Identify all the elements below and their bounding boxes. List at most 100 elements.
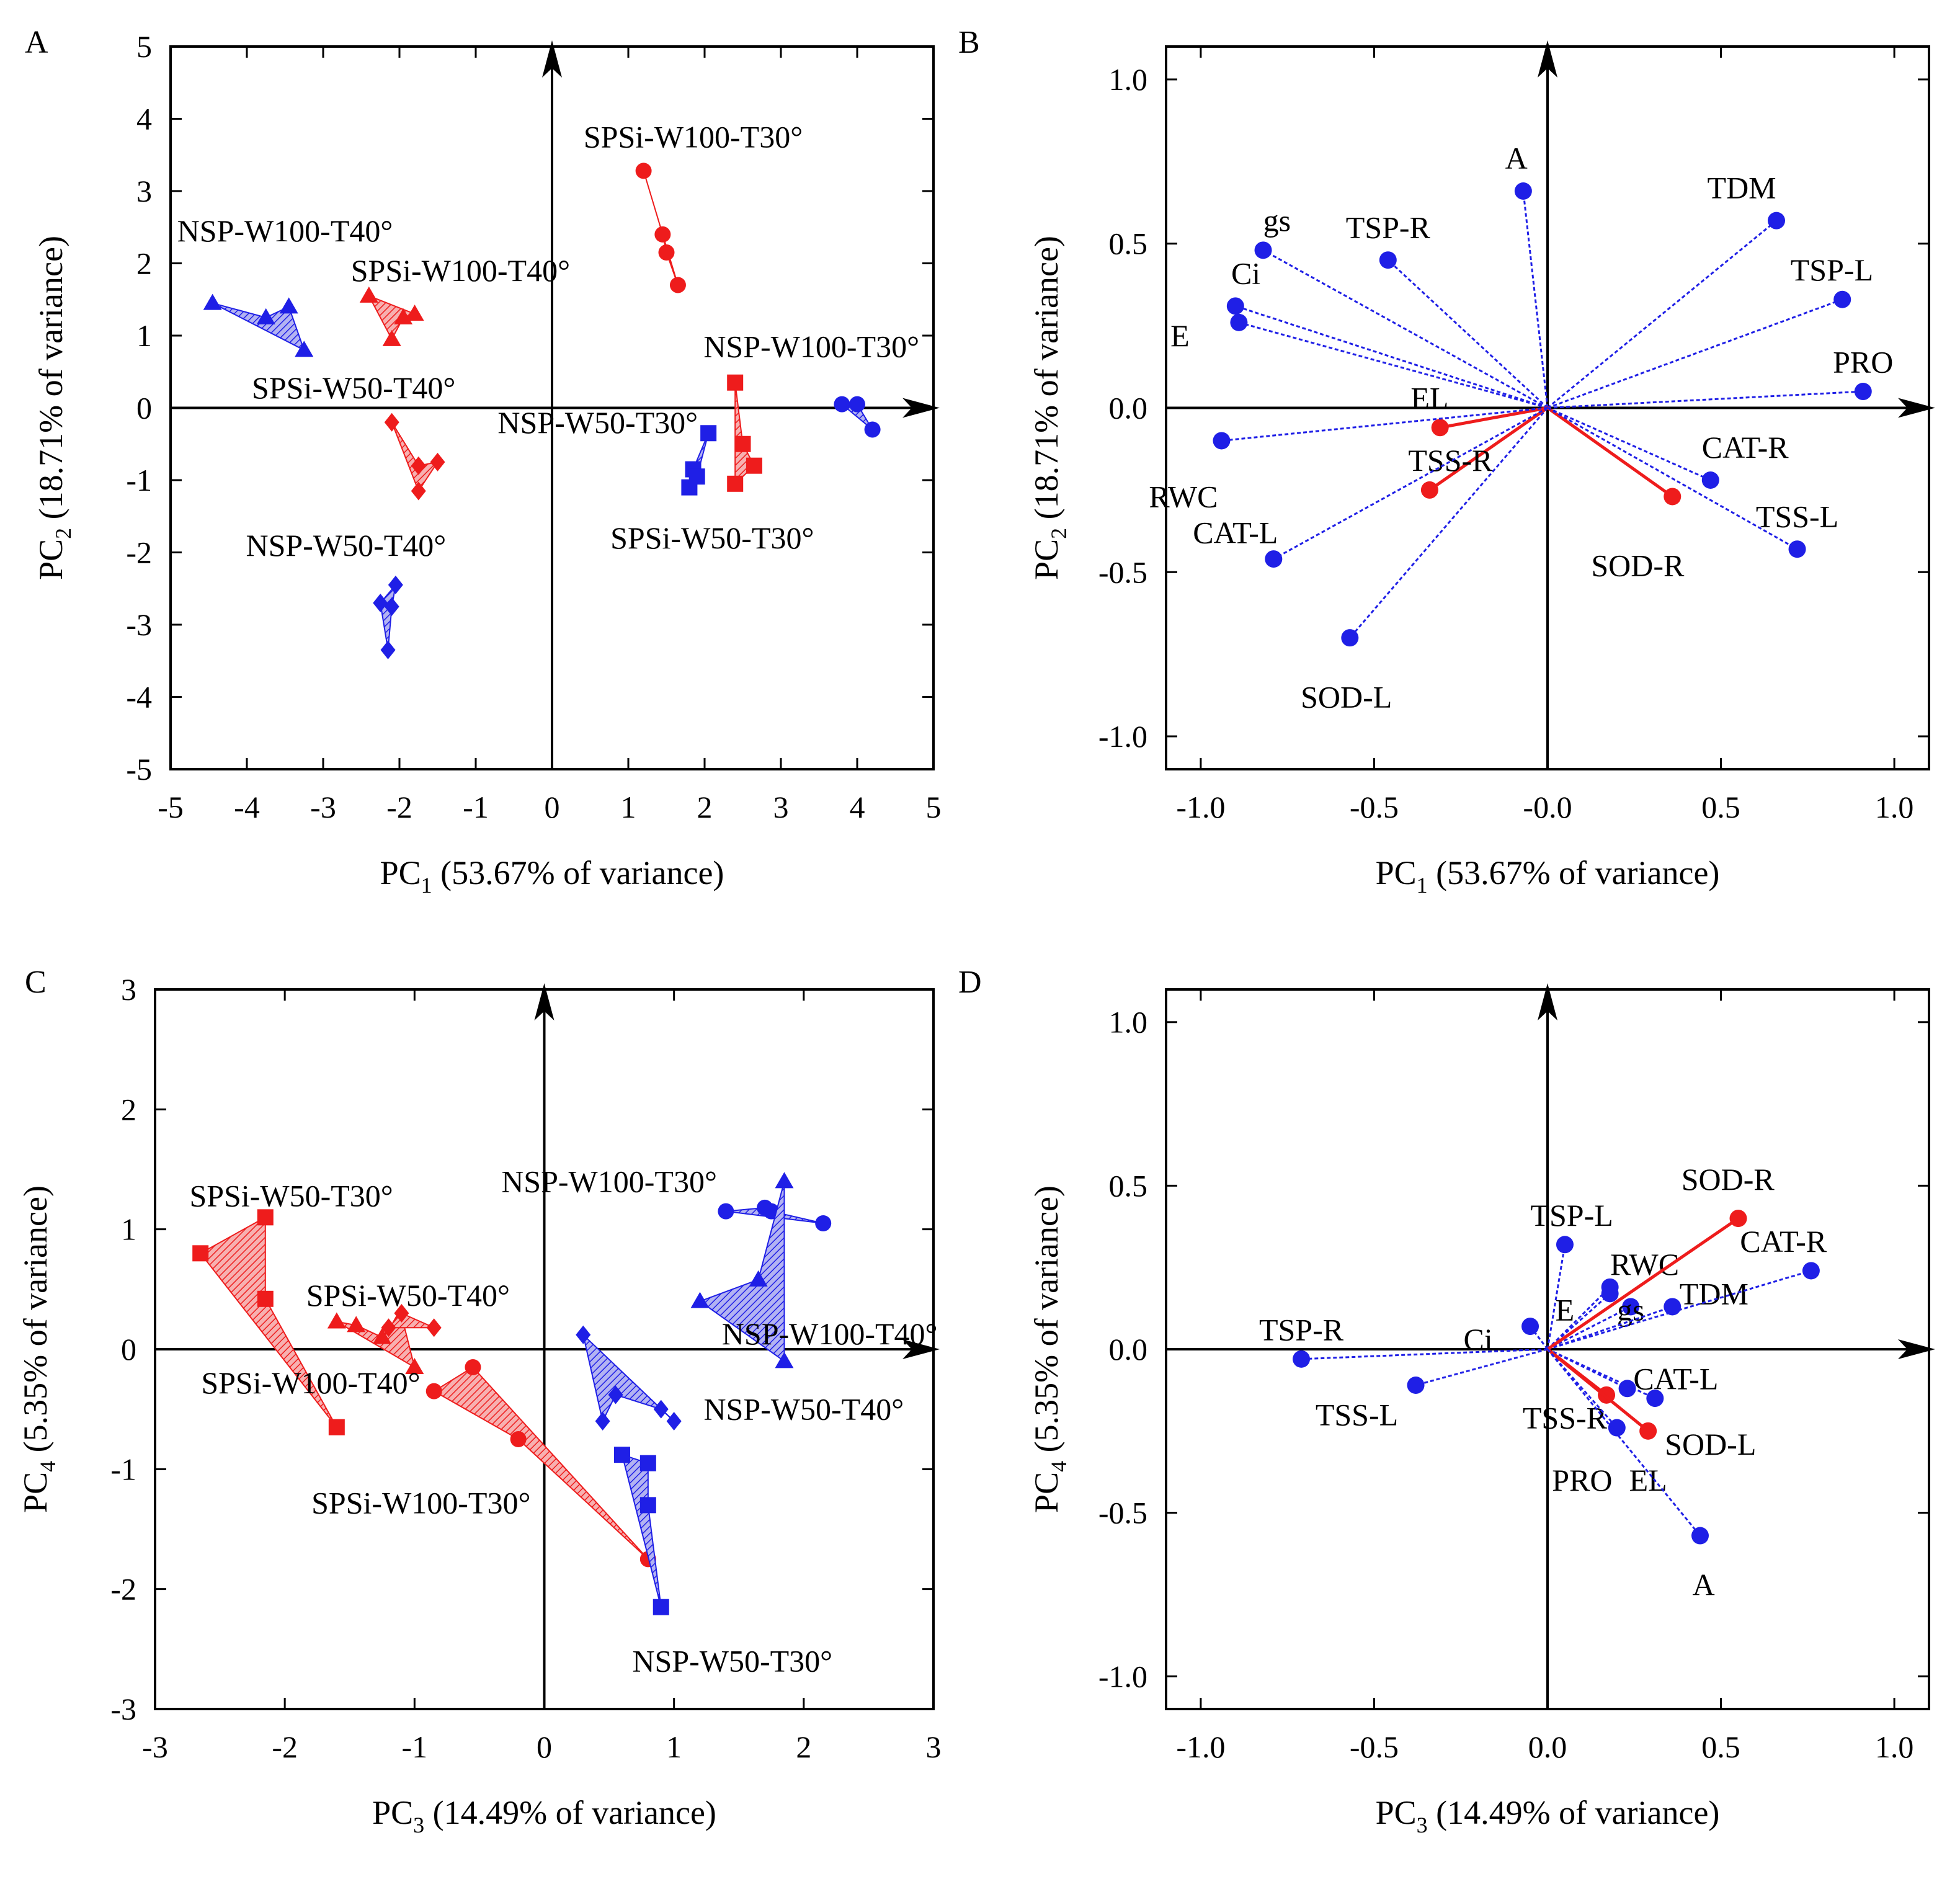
y-tick-label: 3 <box>121 972 136 1007</box>
data-point-circle <box>834 396 850 413</box>
x-tick-label: -2 <box>386 790 412 824</box>
group-hull <box>391 421 439 492</box>
vector-label: SOD-L <box>1665 1427 1756 1462</box>
vector-line <box>1428 406 1549 491</box>
x-axis-label: PC1 (53.67% of variance) <box>380 854 724 898</box>
x-tick-label: -0.5 <box>1350 790 1399 824</box>
x-tick-label: 3 <box>773 790 789 824</box>
x-tick-label: 3 <box>926 1729 942 1764</box>
vector-point <box>1833 290 1851 308</box>
data-point-circle <box>864 421 881 438</box>
y-tick-label: 0.5 <box>1109 226 1148 261</box>
group-label: SPSi-W100-T40° <box>351 253 570 288</box>
vector-line <box>1547 407 1711 481</box>
vector-label: gs <box>1263 203 1291 238</box>
vector-label: RWC <box>1149 479 1218 514</box>
vector-line <box>1273 407 1548 560</box>
vector-point <box>1265 550 1283 568</box>
data-point-circle <box>635 163 652 179</box>
group-label: SPSi-W50-T40° <box>252 370 455 405</box>
vector-tdm: TDM <box>1547 171 1785 409</box>
vector-tsp-r: TSP-R <box>1259 1312 1548 1368</box>
group-nsp-w50-t40: NSP-W50-T40° <box>576 1325 904 1430</box>
x-tick-label: 4 <box>850 790 865 824</box>
x-tick-label: 2 <box>796 1729 811 1764</box>
data-point-triangle <box>382 329 401 346</box>
vector-gs: gs <box>1254 203 1548 409</box>
vector-label: TSS-L <box>1756 499 1838 533</box>
y-axis-label: PC2 (18.71% of variance) <box>1028 236 1071 580</box>
vector-label: A <box>1693 1568 1715 1602</box>
vector-a: A <box>1546 1349 1715 1602</box>
x-arrow-head <box>1898 398 1935 418</box>
data-point-diamond <box>426 1318 442 1337</box>
vector-sod-l: SOD-L <box>1547 1348 1756 1462</box>
vector-line <box>1522 190 1549 408</box>
y-tick-label: -4 <box>126 680 152 715</box>
x-tick-label: 0 <box>545 790 560 824</box>
x-tick-label: -0.0 <box>1523 790 1572 824</box>
data-point-diamond <box>576 1325 591 1344</box>
group-spsi-w100-t30: SPSi-W100-T30° <box>311 1359 656 1568</box>
group-nsp-w50-t30: NSP-W50-T30° <box>614 1447 832 1679</box>
group-label: NSP-W100-T30° <box>501 1164 717 1198</box>
y-tick-label: 0 <box>136 391 152 426</box>
vector-line <box>1546 1244 1566 1350</box>
y-axis-label: PC4 (5.35% of variance) <box>1028 1185 1071 1513</box>
y-tick-label: 1 <box>121 1212 136 1247</box>
y-axis-label: PC2 (18.71% of variance) <box>32 236 76 580</box>
vector-point <box>1254 241 1272 259</box>
vector-label: TDM <box>1708 171 1776 205</box>
y-arrow-head <box>1538 40 1557 78</box>
x-tick-label: -3 <box>142 1729 168 1764</box>
vector-line <box>1239 321 1548 409</box>
vector-label: SOD-L <box>1301 680 1392 715</box>
data-point-square <box>639 1455 656 1471</box>
data-point-square <box>639 1497 656 1514</box>
data-point-diamond <box>384 413 399 432</box>
data-point-triangle <box>775 1172 794 1189</box>
x-arrow-head <box>902 398 940 418</box>
y-tick-label: 4 <box>136 102 152 136</box>
y-tick-label: -1.0 <box>1098 1659 1147 1694</box>
group-nsp-w100-t30: NSP-W100-T30° <box>703 329 919 438</box>
vector-point <box>1601 1285 1619 1303</box>
vector-label: Ci <box>1464 1322 1493 1357</box>
y-tick-label: -1.0 <box>1098 719 1147 754</box>
vector-line <box>1546 1217 1739 1351</box>
vector-label: TSS-R <box>1408 443 1493 478</box>
data-point-triangle <box>775 1352 794 1368</box>
x-tick-label: -1 <box>463 790 489 824</box>
x-tick-label: 0 <box>537 1729 552 1764</box>
group-nsp-w50-t40: NSP-W50-T40° <box>246 528 446 659</box>
data-point-triangle <box>256 308 275 324</box>
vector-tsp-l: TSP-L <box>1530 1198 1613 1350</box>
x-arrow-head <box>902 1339 940 1359</box>
data-point-circle <box>718 1203 734 1220</box>
group-label: SPSi-W100-T40° <box>201 1365 420 1400</box>
y-tick-label: -0.5 <box>1098 1496 1147 1530</box>
x-tick-label: 1.0 <box>1875 790 1914 824</box>
y-tick-label: 0.0 <box>1109 391 1148 426</box>
y-tick-label: 0.5 <box>1109 1168 1148 1203</box>
vector-label: E <box>1170 318 1190 353</box>
data-point-square <box>653 1599 669 1615</box>
group-label: SPSi-W50-T30° <box>189 1179 393 1213</box>
vector-point <box>1521 1318 1539 1336</box>
group-label: NSP-W50-T30° <box>632 1644 832 1679</box>
vector-label: CAT-R <box>1740 1224 1827 1259</box>
data-point-triangle <box>203 293 222 310</box>
panel-letter: A <box>25 25 48 60</box>
vector-tss-l: TSS-L <box>1316 1348 1548 1432</box>
vector-label: SOD-R <box>1682 1162 1775 1197</box>
vector-point <box>1514 182 1532 200</box>
data-point-triangle <box>295 341 314 357</box>
vector-point <box>1664 488 1682 506</box>
vector-point <box>1293 1350 1311 1368</box>
vector-point <box>1622 1298 1640 1316</box>
data-point-diamond <box>381 1318 396 1337</box>
data-point-circle <box>669 277 686 293</box>
vector-cat-l: CAT-L <box>1193 407 1548 568</box>
vector-el: EL <box>1546 1348 1667 1497</box>
panel-b-loadings-pc1-pc2: B -1.0 -0.5 -0.0 0.5 1.0 -1.0 -0.5 0.0 0.5 1.0 PC1 … <box>958 25 1935 898</box>
